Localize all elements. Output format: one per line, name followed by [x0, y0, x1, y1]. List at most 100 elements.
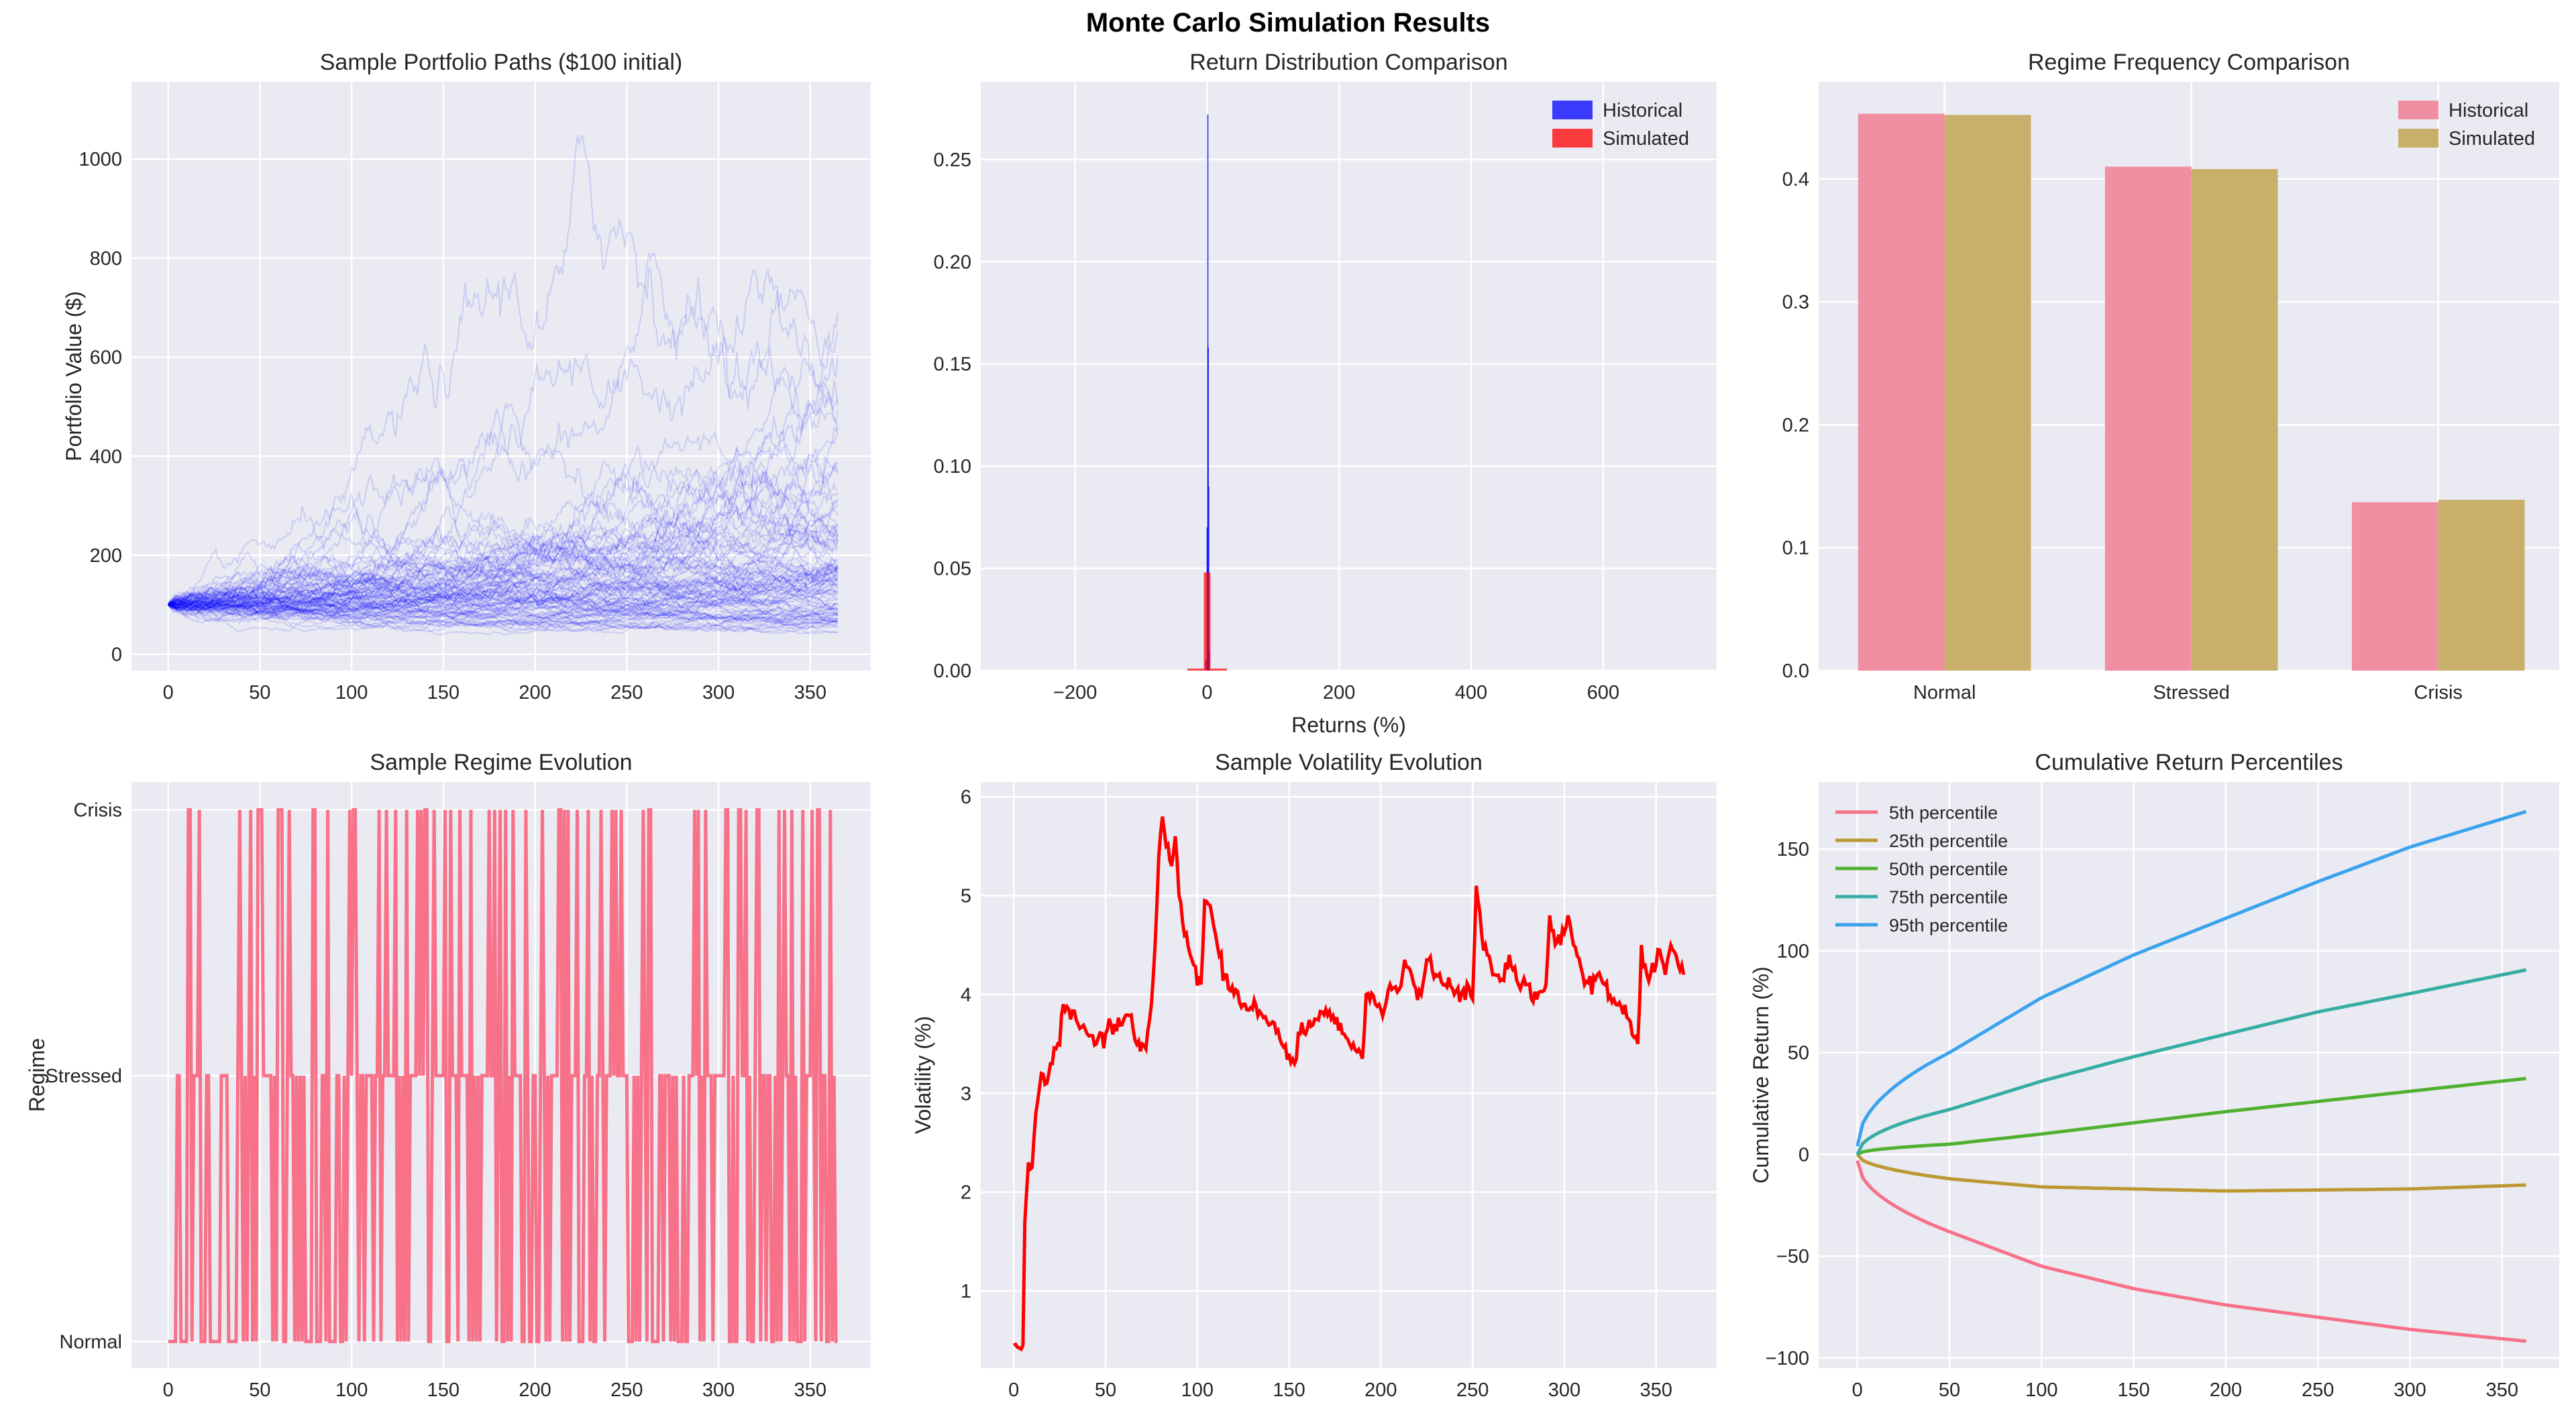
x-tick-label: 200: [1364, 1379, 1397, 1401]
portfolio-path: [167, 595, 838, 629]
legend-label: 95th percentile: [1889, 915, 2008, 936]
portfolio-path: [168, 402, 838, 606]
y-tick-label: 0.15: [934, 354, 971, 376]
plot-area: [1856, 809, 2527, 1343]
percentile-line: [1856, 809, 2527, 1147]
portfolio-path: [168, 585, 839, 630]
y-tick-label: 0.0: [1782, 661, 1809, 682]
portfolio-path: [168, 596, 839, 624]
y-tick-label: 0.00: [934, 661, 971, 682]
portfolio-path: [168, 601, 839, 633]
x-tick-label: −200: [1053, 682, 1097, 703]
x-tick-label: 50: [249, 1379, 270, 1401]
portfolio-path: [167, 575, 839, 618]
portfolio-path: [168, 598, 839, 620]
portfolio-path: [168, 558, 839, 608]
x-tick-label: Stressed: [2153, 682, 2229, 703]
y-tick-label: 0.20: [934, 251, 971, 273]
portfolio-path: [168, 584, 839, 626]
subplot-title: Sample Volatility Evolution: [1215, 750, 1483, 775]
portfolio-path: [167, 589, 839, 633]
y-tick-label: 5: [961, 885, 971, 907]
portfolio-path: [168, 522, 839, 612]
portfolio-path: [168, 557, 839, 616]
portfolio-path: [167, 585, 839, 616]
subplot-title: Cumulative Return Percentiles: [2035, 750, 2343, 775]
portfolio-path: [168, 477, 839, 606]
portfolio-path: [168, 602, 839, 627]
subplot-regime_evo: 0 50 100 150 200 250 300 350 Normal Stressed Crisi…: [25, 750, 871, 1401]
portfolio-path: [168, 602, 839, 636]
x-tick-label: 400: [1455, 682, 1487, 703]
portfolio-path: [168, 561, 839, 607]
portfolio-path: [167, 540, 839, 606]
x-tick-label: 200: [519, 682, 551, 703]
portfolio-path: [168, 268, 839, 606]
portfolio-path: [167, 554, 839, 620]
portfolio-path: [168, 575, 839, 616]
portfolio-path: [168, 356, 839, 609]
y-axis-label: Volatility (%): [911, 1016, 935, 1134]
y-axis-label: Regime: [25, 1038, 49, 1112]
y-tick-label: 0.10: [934, 456, 971, 477]
y-tick-label: 3: [961, 1083, 971, 1105]
x-tick-label: 600: [1587, 682, 1619, 703]
y-tick-label: 0.4: [1782, 169, 1809, 190]
legend-swatch: [1552, 129, 1593, 148]
portfolio-path: [168, 596, 839, 616]
legend-label: Historical: [1603, 100, 1682, 121]
portfolio-path: [168, 598, 839, 630]
legend-label: Simulated: [2449, 128, 2535, 150]
portfolio-path: [168, 576, 839, 610]
x-tick-label: 300: [702, 1379, 735, 1401]
x-tick-label: Normal: [1913, 682, 1976, 703]
y-tick-label: Normal: [60, 1331, 122, 1353]
historical-bar: [2104, 166, 2192, 671]
x-tick-label: 200: [2210, 1379, 2242, 1401]
y-tick-label: 6: [961, 787, 971, 808]
y-tick-label: 100: [1777, 941, 1809, 962]
portfolio-path: [168, 569, 839, 608]
legend-label: Simulated: [1603, 128, 1689, 150]
portfolio-path: [168, 573, 839, 613]
portfolio-path: [168, 426, 839, 609]
portfolio-path: [167, 568, 839, 610]
portfolio-path: [168, 577, 839, 622]
portfolio-path: [168, 588, 839, 632]
portfolio-path: [167, 252, 839, 616]
x-tick-label: 250: [2302, 1379, 2334, 1401]
portfolio-path: [168, 573, 839, 613]
simulated-bar: [1210, 668, 1227, 671]
portfolio-path: [168, 530, 839, 606]
plot-area: [1013, 816, 1686, 1352]
portfolio-path: [167, 443, 839, 608]
portfolio-path: [168, 501, 839, 606]
portfolio-path: [168, 500, 839, 607]
subplot-title: Regime Frequency Comparison: [2028, 50, 2350, 75]
portfolio-path: [167, 455, 839, 609]
portfolio-path: [168, 554, 839, 612]
y-tick-label: 150: [1777, 839, 1809, 860]
plot-background: [131, 82, 871, 671]
plot-background: [1819, 782, 2559, 1368]
portfolio-path: [168, 514, 839, 606]
x-tick-label: 150: [427, 1379, 460, 1401]
legend-label: 5th percentile: [1889, 803, 1998, 823]
plot-area: [1187, 114, 1227, 671]
y-tick-label: 0.2: [1782, 414, 1809, 436]
x-tick-label: 250: [1456, 1379, 1489, 1401]
portfolio-path: [168, 484, 839, 606]
portfolio-path: [168, 586, 838, 624]
x-tick-label: Crisis: [2414, 682, 2463, 703]
legend-swatch: [2398, 129, 2438, 148]
y-tick-label: 200: [90, 545, 122, 567]
x-tick-label: 250: [610, 1379, 643, 1401]
legend-swatch: [2398, 101, 2438, 119]
y-tick-label: 0.1: [1782, 538, 1809, 559]
x-tick-label: 100: [1181, 1379, 1214, 1401]
x-tick-label: 0: [163, 682, 174, 703]
simulated-bar: [2438, 500, 2525, 671]
portfolio-path: [167, 564, 839, 618]
portfolio-path: [168, 602, 839, 628]
portfolio-path: [167, 528, 839, 606]
